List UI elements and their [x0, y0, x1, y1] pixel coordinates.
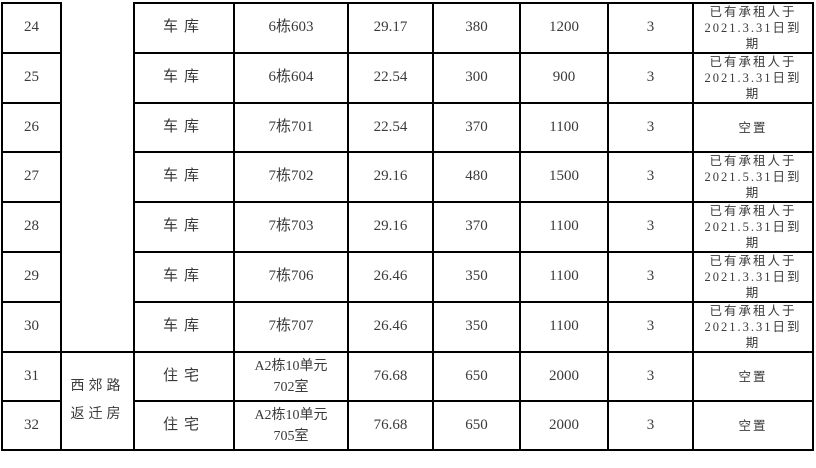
- count-cell: 3: [607, 102, 694, 153]
- type-cell: 住宅: [133, 400, 235, 451]
- table-row: 25 车库 6栋604 22.54 300 900 3 已有承租人于 2021.…: [1, 52, 814, 104]
- table-row: 31 西郊路 返迁房 住宅 A2栋10单元 702室 76.68 650 200…: [1, 351, 814, 451]
- status-cell: 空置: [692, 351, 814, 402]
- count-cell: 3: [607, 251, 694, 303]
- count-cell: 3: [607, 151, 694, 203]
- unit-cell: 6栋604: [233, 52, 349, 104]
- unit-cell: A2栋10单元 705室: [233, 400, 349, 451]
- type-cell: 车库: [133, 2, 235, 54]
- deposit-cell: 370: [432, 201, 521, 253]
- status-cell: 已有承租人于 2021.3.31日到 期: [692, 52, 814, 104]
- count-cell: 3: [607, 301, 694, 353]
- rent-cell: 1100: [519, 201, 609, 253]
- deposit-cell: 350: [432, 251, 521, 303]
- deposit-cell: 650: [432, 400, 521, 451]
- deposit-cell: 300: [432, 52, 521, 104]
- rent-cell: 1200: [519, 2, 609, 54]
- area-cell: 26.46: [347, 251, 434, 303]
- rent-cell: 1100: [519, 251, 609, 303]
- unit-cell: 7栋707: [233, 301, 349, 353]
- row-number-cell: 25: [1, 52, 62, 104]
- rental-property-table: 24 车库 6栋603 29.17 380 1200 3 已有承租人于 2021…: [1, 2, 814, 451]
- table-row: 27 车库 7栋702 29.16 480 1500 3 已有承租人于 2021…: [1, 151, 814, 203]
- deposit-cell: 350: [432, 301, 521, 353]
- row-number-cell: 24: [1, 2, 62, 54]
- area-cell: 76.68: [347, 400, 434, 451]
- type-cell: 车库: [133, 52, 235, 104]
- area-cell: 26.46: [347, 301, 434, 353]
- row-number-cell: 29: [1, 251, 62, 303]
- type-cell: 车库: [133, 151, 235, 203]
- status-cell: 空置: [692, 400, 814, 451]
- area-cell: 22.54: [347, 52, 434, 104]
- row-number-cell: 26: [1, 102, 62, 153]
- type-cell: 车库: [133, 102, 235, 153]
- area-cell: 22.54: [347, 102, 434, 153]
- area-cell: 29.16: [347, 151, 434, 203]
- table-row: 30 车库 7栋707 26.46 350 1100 3 已有承租人于 2021…: [1, 301, 814, 353]
- unit-cell: 7栋706: [233, 251, 349, 303]
- row-number-cell: 32: [1, 400, 62, 451]
- table-row: 32 住宅 A2栋10单元 705室 76.68 650 2000 3 空置: [1, 400, 814, 451]
- table-row: 29 车库 7栋706 26.46 350 1100 3 已有承租人于 2021…: [1, 251, 814, 303]
- unit-cell: 7栋701: [233, 102, 349, 153]
- table-row: 26 车库 7栋701 22.54 370 1100 3 空置: [1, 102, 814, 153]
- type-cell: 车库: [133, 201, 235, 253]
- table-row: 28 车库 7栋703 29.16 370 1100 3 已有承租人于 2021…: [1, 201, 814, 253]
- count-cell: 3: [607, 400, 694, 451]
- type-cell: 车库: [133, 301, 235, 353]
- status-cell: 已有承租人于 2021.5.31日到 期: [692, 151, 814, 203]
- count-cell: 3: [607, 201, 694, 253]
- district-cell: 西郊路 返迁房: [60, 351, 135, 451]
- unit-cell: 6栋603: [233, 2, 349, 54]
- rent-cell: 2000: [519, 400, 609, 451]
- status-cell: 已有承租人于 2021.3.31日到 期: [692, 301, 814, 353]
- deposit-cell: 650: [432, 351, 521, 402]
- status-cell: 空置: [692, 102, 814, 153]
- row-number-cell: 28: [1, 201, 62, 253]
- status-cell: 已有承租人于 2021.5.31日到 期: [692, 201, 814, 253]
- status-cell: 已有承租人于 2021.3.31日到 期: [692, 251, 814, 303]
- rent-cell: 2000: [519, 351, 609, 402]
- area-cell: 29.16: [347, 201, 434, 253]
- district-cell-empty: [60, 3, 135, 353]
- unit-cell: 7栋702: [233, 151, 349, 203]
- area-cell: 29.17: [347, 2, 434, 54]
- type-cell: 车库: [133, 251, 235, 303]
- deposit-cell: 370: [432, 102, 521, 153]
- row-number-cell: 27: [1, 151, 62, 203]
- count-cell: 3: [607, 2, 694, 54]
- count-cell: 3: [607, 52, 694, 104]
- unit-cell: 7栋703: [233, 201, 349, 253]
- row-number-cell: 31: [1, 351, 62, 402]
- unit-cell: A2栋10单元 702室: [233, 351, 349, 402]
- deposit-cell: 480: [432, 151, 521, 203]
- rent-cell: 900: [519, 52, 609, 104]
- row-number-cell: 30: [1, 301, 62, 353]
- rent-cell: 1100: [519, 102, 609, 153]
- table-row: 24 车库 6栋603 29.17 380 1200 3 已有承租人于 2021…: [1, 2, 814, 353]
- area-cell: 76.68: [347, 351, 434, 402]
- status-cell: 已有承租人于 2021.3.31日到 期: [692, 2, 814, 54]
- deposit-cell: 380: [432, 2, 521, 54]
- count-cell: 3: [607, 351, 694, 402]
- rent-cell: 1100: [519, 301, 609, 353]
- type-cell: 住宅: [133, 351, 235, 402]
- rent-cell: 1500: [519, 151, 609, 203]
